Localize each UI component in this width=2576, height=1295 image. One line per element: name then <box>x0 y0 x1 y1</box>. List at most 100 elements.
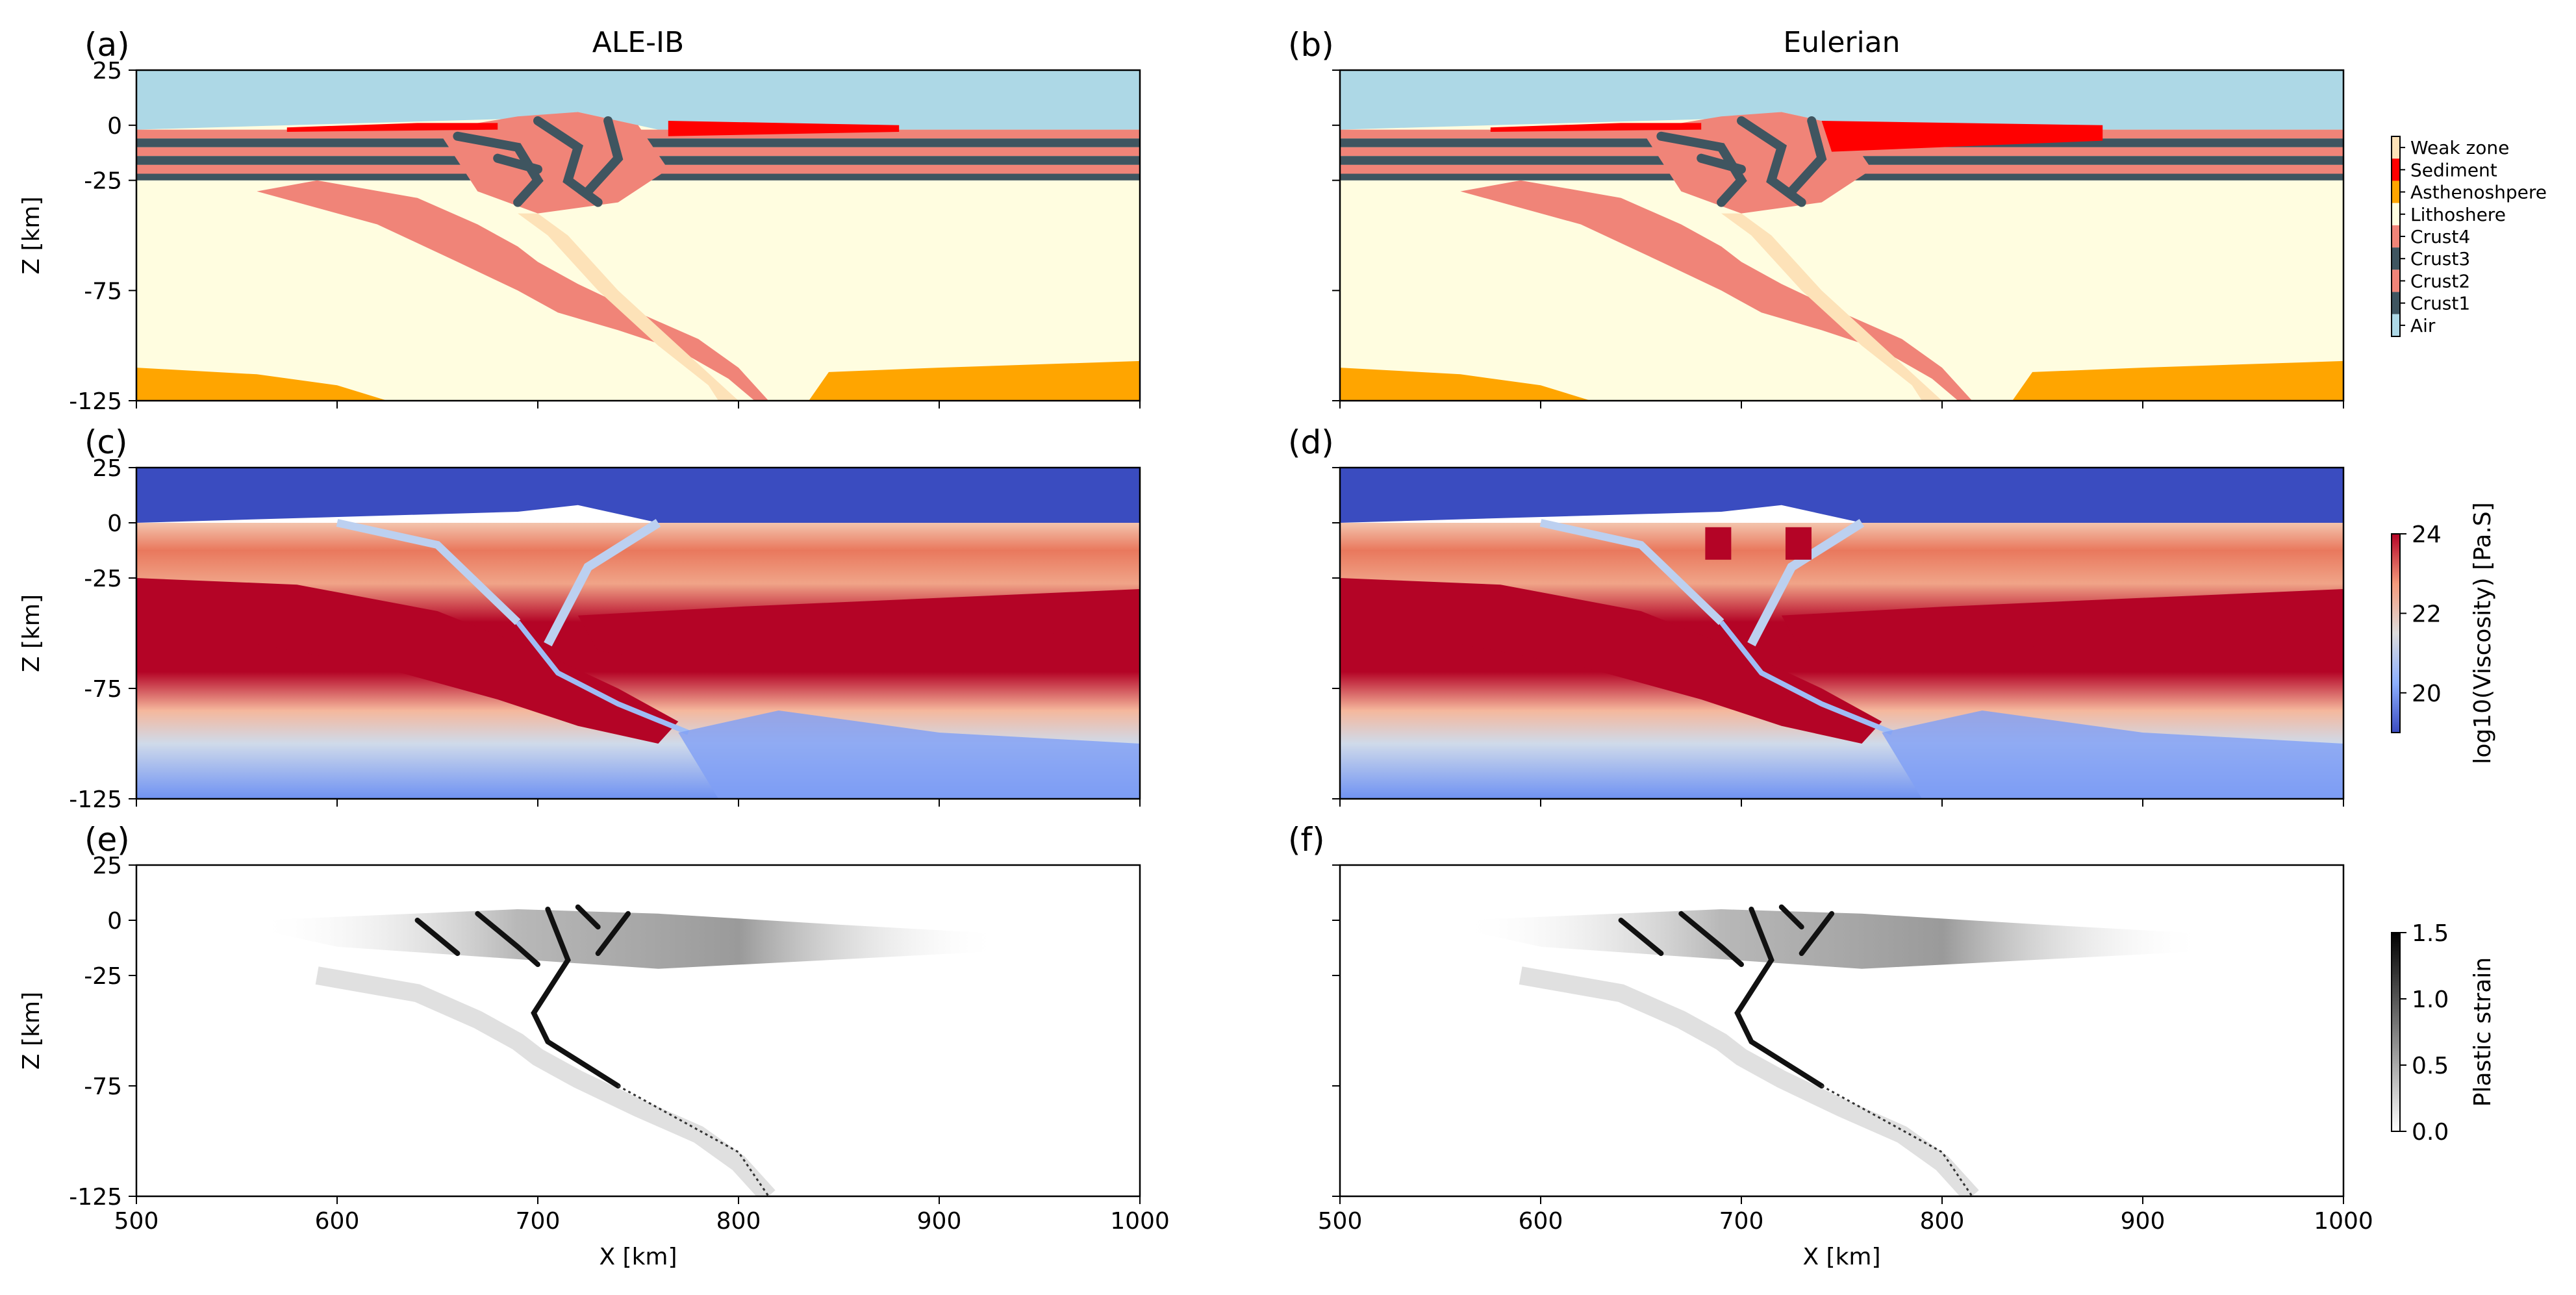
x-tick-label: 700 <box>516 1208 561 1235</box>
crust-fold <box>533 116 603 207</box>
shear-band <box>575 904 601 930</box>
x-tick-label: 600 <box>1519 1208 1563 1235</box>
shear-band <box>595 911 631 956</box>
shear-band <box>1678 911 1744 967</box>
y-tick-label: 25 <box>92 58 122 84</box>
x-axis-label: X [km] <box>1802 1244 1880 1270</box>
strong-slab <box>136 578 679 744</box>
colorbar-tick-label: 1.0 <box>2412 987 2449 1013</box>
y-tick-label: -75 <box>84 278 122 305</box>
crust-fold <box>1787 116 1827 196</box>
colorbars: Weak zoneSedimentAsthenoshpereLithoshere… <box>2391 136 2547 1146</box>
legend-swatch <box>2392 181 2400 203</box>
legend-entry: Crust3 <box>2410 248 2470 270</box>
air-viscosity <box>136 468 1140 523</box>
strong-lithosphere <box>1781 589 2343 660</box>
legend-swatch <box>2392 292 2400 314</box>
y-tick-label: -25 <box>84 168 122 195</box>
shear-band <box>1618 918 1664 956</box>
plot-area <box>1340 468 2343 799</box>
air-region <box>136 70 1140 130</box>
colorbar-tick-label: 24 <box>2412 522 2442 548</box>
axes-frame <box>1339 466 2345 800</box>
subducting-slab <box>1460 180 1973 401</box>
sediment-right <box>1821 121 2103 152</box>
panel-c: 25 0 -25 -75 -125 (c) Z [km] <box>18 423 1141 813</box>
legend-swatch <box>2392 136 2400 159</box>
colorbar-tick-label: 22 <box>2412 601 2442 627</box>
colorbar-label: Plastic strain <box>2469 957 2496 1107</box>
legend-swatch <box>2392 270 2400 292</box>
strong-block <box>1705 527 1732 560</box>
y-tick-label: -75 <box>84 676 122 703</box>
colorbar-tick-label: 0.5 <box>2412 1053 2449 1079</box>
legend-entry: Asthenoshpere <box>2410 182 2547 203</box>
panel-label: (e) <box>84 821 130 859</box>
weak-channel <box>515 620 690 735</box>
strain-wedge <box>1460 909 2203 969</box>
panel-a: 25 0 -25 -75 -125 (a) ALE-IB Z [km] <box>18 26 1141 415</box>
viscosity-colorbar: 20 22 24 log10(Viscosity) [Pa.S] <box>2391 502 2496 764</box>
legend-entry: Lithoshere <box>2410 204 2506 225</box>
strain-wedge <box>257 909 1000 969</box>
x-tick-label: 900 <box>917 1208 962 1235</box>
legend-entry: Weak zone <box>2410 137 2509 158</box>
air-region <box>1340 70 2343 130</box>
x-tick-label: 600 <box>315 1208 360 1235</box>
y-tick-label: 0 <box>107 908 122 935</box>
shear-band <box>1778 904 1804 930</box>
x-tick-label: 800 <box>716 1208 761 1235</box>
x-tick-label: 1000 <box>1110 1208 1170 1235</box>
strain-trace <box>617 1085 770 1196</box>
panels: 25 0 -25 -75 -125 (a) ALE-IB Z [km] (b) Eulerian 2… <box>18 26 2373 1270</box>
panel-label: (f) <box>1288 821 1325 859</box>
weak-fault <box>1747 519 1865 647</box>
asthenosphere-left <box>1340 368 1591 401</box>
subducting-slab <box>257 180 769 401</box>
crust-fold <box>493 153 542 174</box>
axes-frame <box>135 69 1141 402</box>
air-viscosity <box>1340 468 2343 523</box>
legend-swatch <box>2392 247 2400 270</box>
panel-d: (d) <box>1288 423 2345 807</box>
colorbar-tick-label: 1.5 <box>2412 920 2449 947</box>
sediment-left <box>286 123 498 132</box>
panel-label: (a) <box>84 26 130 64</box>
y-tick-label: 25 <box>92 853 122 879</box>
shear-band <box>475 911 540 967</box>
sediment-left <box>1490 123 1702 132</box>
axes-frame <box>135 864 1141 1198</box>
panel-f: 500 600 700 800 900 1000 (f) X [km] <box>1288 821 2373 1270</box>
plot-area <box>257 904 1000 1196</box>
panel-title: Eulerian <box>1783 26 1900 59</box>
panel-b: (b) Eulerian <box>1288 26 2345 409</box>
colorbar-tick-label: 0.0 <box>2412 1119 2449 1146</box>
y-tick-label: -75 <box>84 1074 122 1100</box>
x-tick-label: 800 <box>1920 1208 1965 1235</box>
legend-entry: Crust4 <box>2410 226 2470 247</box>
shear-band <box>531 907 621 1088</box>
y-tick-label: -125 <box>69 388 122 415</box>
sediment-right <box>668 121 900 136</box>
legend-entry: Sediment <box>2410 159 2497 181</box>
colorbar-label: log10(Viscosity) [Pa.S] <box>2469 502 2496 764</box>
weak-fault <box>544 519 661 647</box>
panel-title: ALE-IB <box>592 26 684 59</box>
x-tick-label: 500 <box>114 1208 159 1235</box>
axes-frame <box>1339 69 2345 402</box>
strain-trace <box>1821 1085 1973 1196</box>
y-axis-label: Z [km] <box>18 196 45 274</box>
legend-swatch <box>2392 203 2400 225</box>
crust-fold <box>1697 153 1746 174</box>
x-tick-label: 900 <box>2121 1208 2166 1235</box>
y-axis-label: Z [km] <box>18 594 45 672</box>
legend-swatch <box>2392 225 2400 248</box>
y-tick-label: 25 <box>92 455 122 482</box>
shear-band <box>1734 907 1825 1088</box>
plot-area <box>136 70 1140 401</box>
colorbar-fill <box>2391 932 2401 1132</box>
y-tick-label: 0 <box>107 510 122 537</box>
strong-block <box>1785 527 1812 560</box>
y-tick-label: -125 <box>69 786 122 813</box>
